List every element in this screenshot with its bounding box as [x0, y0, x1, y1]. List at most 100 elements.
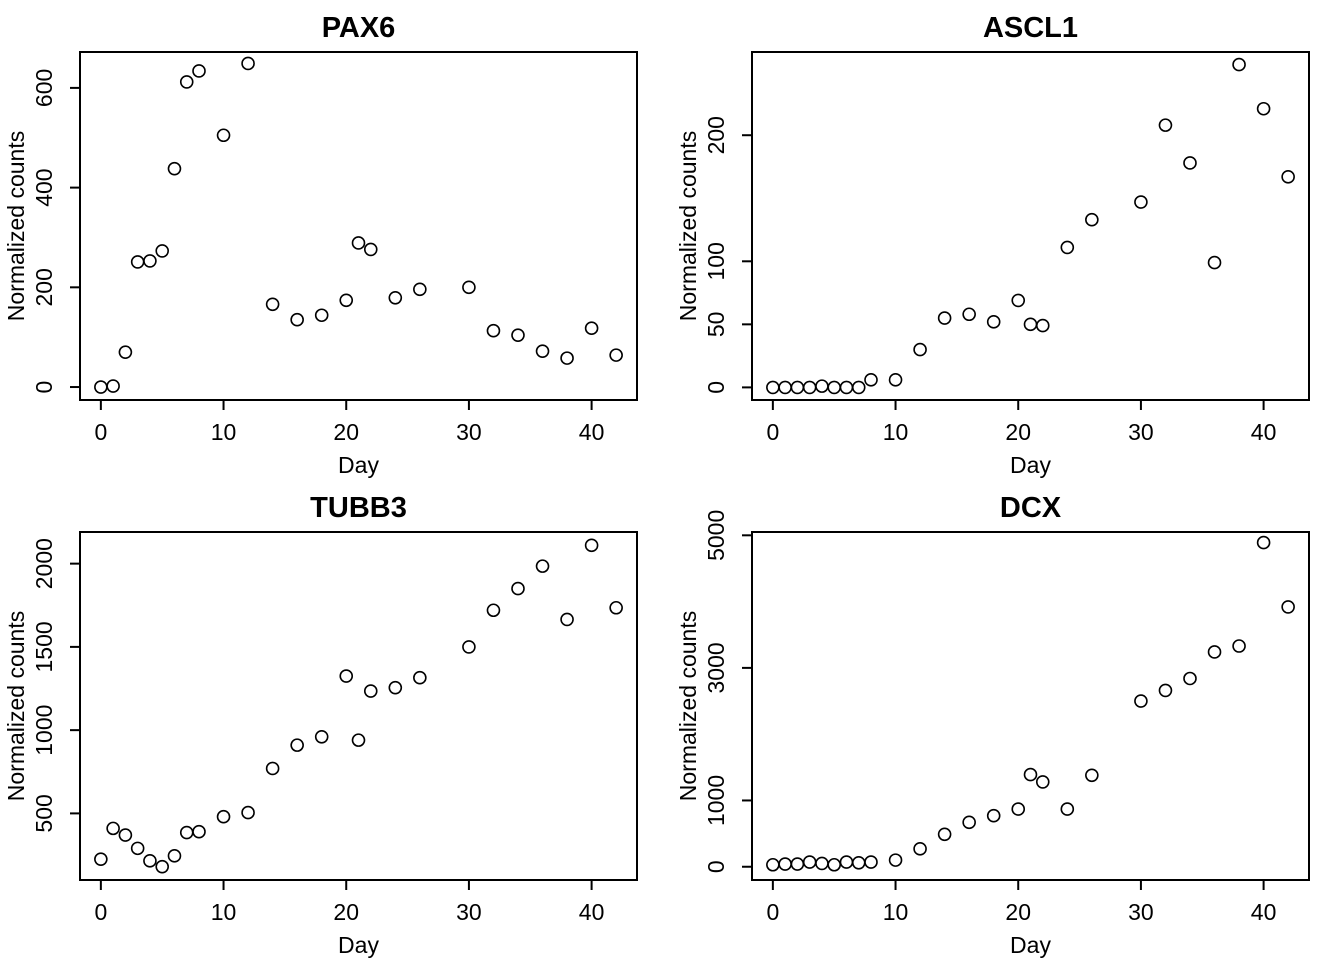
data-point — [1183, 671, 1197, 686]
data-point — [1134, 195, 1148, 209]
x-tick-label: 20 — [1005, 899, 1031, 925]
data-point — [790, 857, 805, 871]
data-point — [1035, 775, 1050, 789]
panel-dcx: DCX 0 10 20 30 40 Day 0 1000 3000 5000 Normalized c… — [675, 492, 1310, 958]
data-point — [1158, 118, 1173, 132]
data-point — [388, 680, 403, 695]
y-tick-label: 50 — [703, 312, 729, 338]
data-point — [265, 297, 280, 312]
y-tick-label: 100 — [703, 242, 729, 280]
data-point — [192, 824, 206, 839]
data-point — [351, 733, 366, 747]
data-point — [815, 379, 829, 393]
y-tick-label: 200 — [703, 116, 729, 154]
y-tick-label: 400 — [31, 168, 57, 206]
x-tick-label: 10 — [211, 419, 237, 445]
data-point — [1035, 318, 1050, 333]
data-point — [766, 857, 780, 872]
data-point — [167, 161, 182, 176]
y-tick-label: 0 — [703, 860, 729, 873]
data-point — [130, 841, 145, 856]
data-point — [1085, 768, 1099, 783]
data-point — [1207, 645, 1222, 659]
data-point — [290, 738, 304, 752]
x-tick-label: 0 — [766, 899, 779, 925]
plot-frame — [79, 531, 638, 881]
data-point — [986, 315, 1001, 329]
data-point — [802, 380, 817, 395]
data-point — [216, 128, 231, 143]
data-point — [179, 75, 194, 89]
data-point — [106, 379, 120, 393]
data-point — [766, 380, 780, 395]
y-axis-label: Normalized counts — [675, 611, 701, 801]
x-tick-label: 40 — [579, 899, 605, 925]
data-point — [106, 821, 120, 836]
data-point — [511, 581, 525, 596]
data-point — [986, 808, 1001, 823]
y-tick-label: 2000 — [31, 538, 57, 589]
data-point — [1023, 767, 1038, 782]
x-tick-label: 30 — [456, 899, 482, 925]
data-point — [462, 640, 476, 654]
chart-title: TUBB3 — [310, 492, 407, 524]
data-point — [802, 855, 817, 869]
x-tick-label: 10 — [883, 419, 909, 445]
panel-tubb3: TUBB3 0 10 20 30 40 Day 500 1000 1500 2000Normaliz… — [3, 492, 638, 958]
x-tick-label: 30 — [1128, 419, 1154, 445]
data-point — [155, 244, 170, 258]
data-point — [839, 855, 854, 869]
y-tick-label: 3000 — [703, 642, 729, 693]
x-tick-label: 10 — [883, 899, 909, 925]
data-point — [486, 603, 501, 618]
data-point — [1060, 802, 1075, 816]
x-tick-label: 30 — [1128, 899, 1154, 925]
chart-title: DCX — [1000, 492, 1062, 524]
data-point — [864, 373, 878, 387]
x-tick-label: 20 — [333, 419, 359, 445]
data-point — [1023, 317, 1038, 332]
data-point — [535, 344, 550, 358]
y-axis-label: Normalized counts — [3, 131, 29, 321]
x-axis-label: Day — [338, 452, 379, 478]
data-point — [584, 538, 599, 553]
data-point — [265, 761, 280, 776]
data-point — [1256, 101, 1271, 116]
x-tick-label: 20 — [1005, 419, 1031, 445]
data-point — [143, 254, 157, 268]
x-tick-label: 40 — [579, 419, 605, 445]
y-tick-label: 200 — [31, 268, 57, 306]
data-point — [241, 56, 255, 71]
data-point — [937, 311, 952, 325]
data-point — [560, 612, 574, 627]
x-tick-label: 0 — [94, 419, 107, 445]
y-tick-label: 1000 — [703, 775, 729, 826]
data-point — [192, 64, 206, 78]
y-tick-label: 1500 — [31, 621, 57, 672]
data-point — [130, 255, 145, 269]
data-point — [851, 380, 866, 395]
data-point — [363, 242, 378, 257]
data-point — [1281, 600, 1295, 614]
x-axis-label: Day — [1010, 452, 1051, 478]
data-point — [118, 345, 133, 359]
data-point — [1158, 683, 1173, 698]
x-tick-label: 10 — [211, 899, 237, 925]
data-point — [1011, 802, 1026, 816]
plot-frame — [751, 51, 1310, 401]
data-point — [486, 323, 501, 338]
data-point — [609, 600, 623, 615]
data-point — [937, 827, 952, 842]
x-tick-label: 0 — [766, 419, 779, 445]
data-point — [1085, 212, 1099, 227]
data-point — [216, 809, 231, 824]
y-axis-label: Normalized counts — [3, 611, 29, 801]
y-tick-label: 1000 — [31, 705, 57, 756]
data-point — [179, 825, 194, 840]
data-point — [290, 312, 304, 327]
y-tick-label: 0 — [703, 381, 729, 394]
data-point — [351, 236, 366, 250]
data-point — [913, 342, 927, 357]
y-tick-label: 0 — [31, 381, 57, 394]
